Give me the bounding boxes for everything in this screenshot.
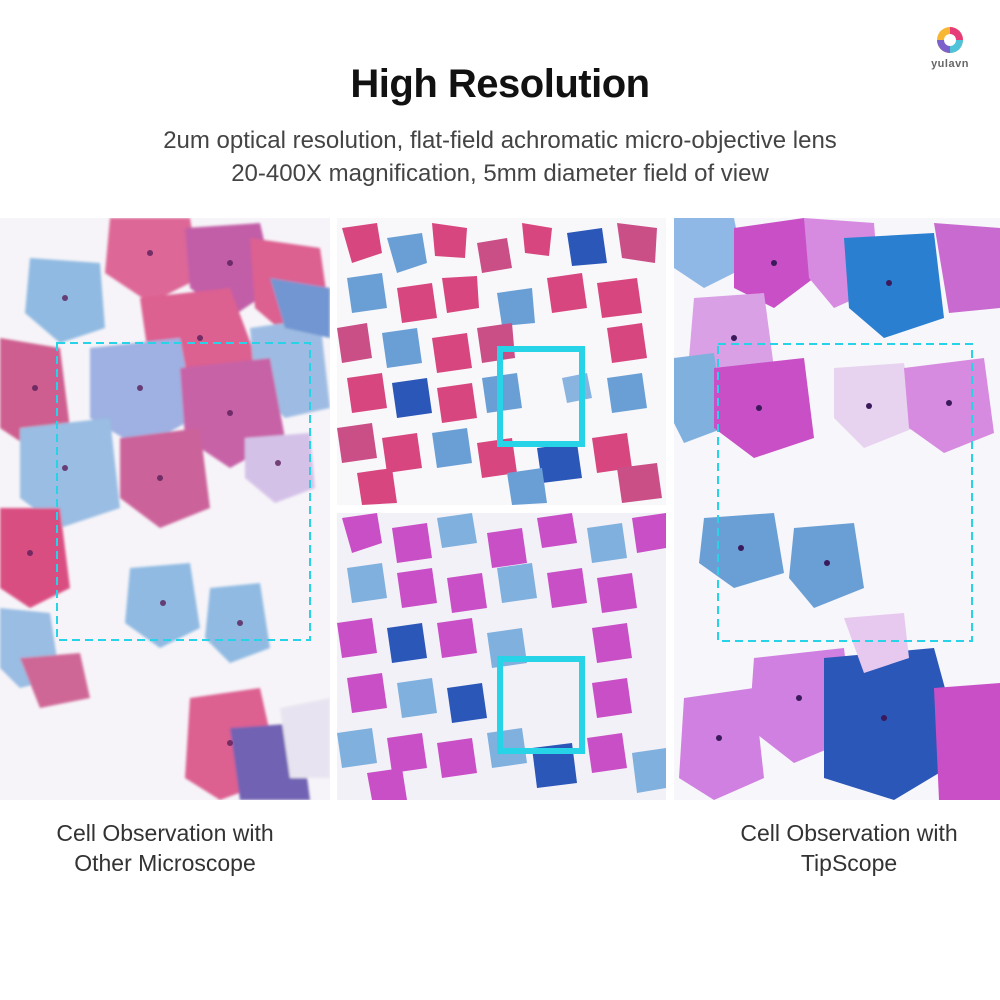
brand-logo: yulavn <box>922 24 978 78</box>
subtitle-line-1: 2um optical resolution, flat-field achro… <box>163 127 837 154</box>
brand-logo-icon <box>937 27 963 53</box>
right-caption-line-2: TipScope <box>800 850 898 876</box>
low-magnification-image-bottom <box>337 513 666 800</box>
left-caption-line-2: Other Microscope <box>74 850 256 876</box>
other-microscope-image <box>0 218 330 800</box>
right-caption-line-1: Cell Observation with <box>740 820 958 846</box>
low-magnification-image-top <box>337 218 666 505</box>
right-caption: Cell Observation with TipScope <box>684 818 1000 878</box>
tipscope-image <box>674 218 1000 800</box>
page-title: High Resolution <box>350 62 650 106</box>
brand-name: yulavn <box>931 58 969 70</box>
subtitle-line-2: 20-400X magnification, 5mm diameter fiel… <box>231 160 769 187</box>
left-caption-line-1: Cell Observation with <box>56 820 274 846</box>
left-caption: Cell Observation with Other Microscope <box>0 818 330 878</box>
